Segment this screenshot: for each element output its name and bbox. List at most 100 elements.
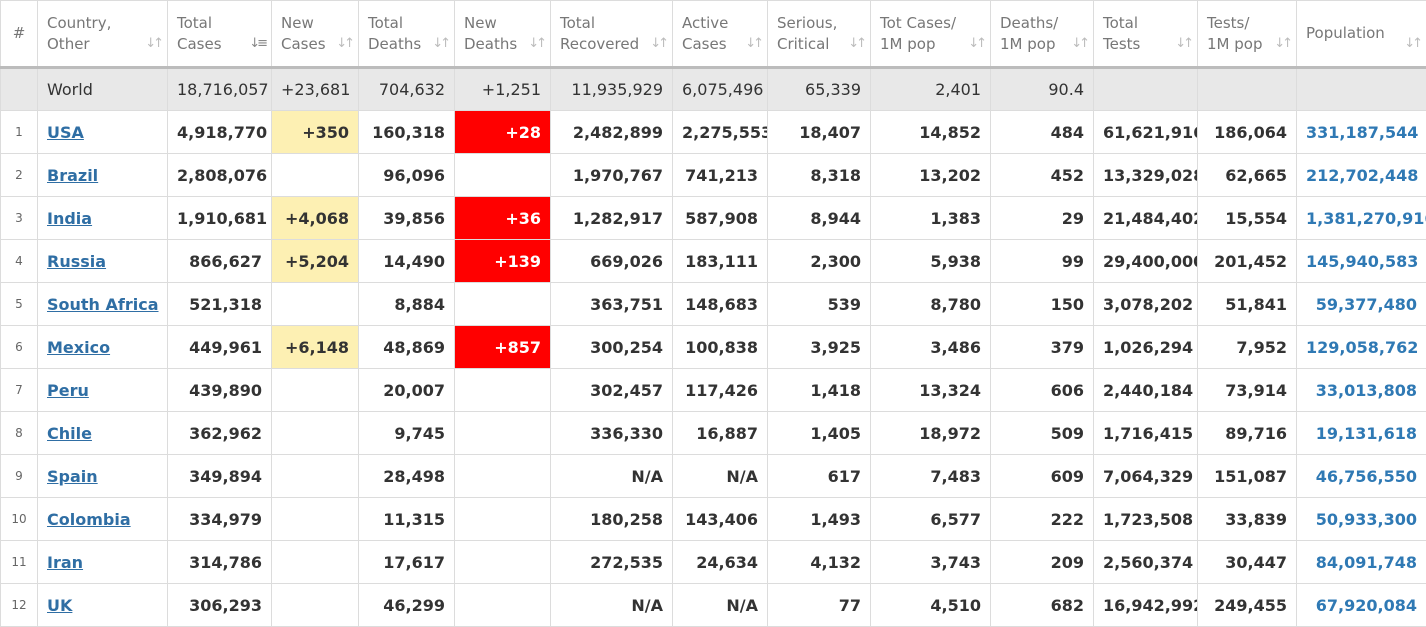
serious-critical-cell: 8,944 (768, 197, 871, 240)
country-link[interactable]: Mexico (47, 338, 110, 357)
country-link[interactable]: USA (47, 123, 84, 142)
active-cases-cell: N/A (673, 584, 768, 627)
country-link[interactable]: Spain (47, 467, 98, 486)
sort-arrows-icon[interactable]: ↓↑ (1274, 36, 1290, 52)
total-recovered-cell: 669,026 (551, 240, 673, 283)
cases-per-1m-cell: 4,510 (871, 584, 991, 627)
total-deaths-cell: 11,315 (359, 498, 455, 541)
total-cases-cell: 334,979 (168, 498, 272, 541)
deaths-per-1m-cell: 222 (991, 498, 1094, 541)
country-link[interactable]: Iran (47, 553, 83, 572)
new-deaths-cell (455, 412, 551, 455)
total-deaths-cell: 48,869 (359, 326, 455, 369)
population-cell: 59,377,480 (1297, 283, 1426, 326)
total-recovered-cell: 272,535 (551, 541, 673, 584)
deaths-per-1m-header[interactable]: Deaths/1M pop↓↑ (991, 1, 1094, 68)
active-cases-cell: 143,406 (673, 498, 768, 541)
sort-arrows-icon[interactable]: ↓↑ (968, 36, 984, 52)
sort-arrows-icon[interactable]: ↓↑ (1175, 36, 1191, 52)
total-cases-cell: 1,910,681 (168, 197, 272, 240)
sort-arrows-icon[interactable]: ↓↑ (745, 36, 761, 52)
country-link[interactable]: India (47, 209, 92, 228)
country-header[interactable]: Country,Other↓↑ (38, 1, 168, 68)
total-tests-cell: 61,621,916 (1094, 111, 1198, 154)
total-recovered-cell: 336,330 (551, 412, 673, 455)
population-cell: 1,381,270,916 (1297, 197, 1426, 240)
total-cases-cell: 521,318 (168, 283, 272, 326)
serious-critical-cell: 617 (768, 455, 871, 498)
tests-per-1m-cell: 7,952 (1198, 326, 1297, 369)
total-deaths-cell: 160,318 (359, 111, 455, 154)
new-deaths-cell (455, 584, 551, 627)
sort-arrows-icon[interactable]: ↓↑ (650, 36, 666, 52)
country-link[interactable]: UK (47, 596, 72, 615)
serious-critical-header[interactable]: Serious,Critical↓↑ (768, 1, 871, 68)
total-recovered-cell: 1,282,917 (551, 197, 673, 240)
country-cell: Colombia (38, 498, 168, 541)
active-cases-cell: 16,887 (673, 412, 768, 455)
new-cases-cell: +350 (272, 111, 359, 154)
sort-arrows-icon[interactable]: ↓↑ (528, 36, 544, 52)
new-deaths-cell (455, 498, 551, 541)
sort-arrows-icon[interactable]: ↓↑ (1404, 36, 1420, 52)
population-cell: 19,131,618 (1297, 412, 1426, 455)
country-cell: Iran (38, 541, 168, 584)
active-cases-cell: 117,426 (673, 369, 768, 412)
country-link[interactable]: Colombia (47, 510, 131, 529)
tests-per-1m-header[interactable]: Tests/1M pop↓↑ (1198, 1, 1297, 68)
population-cell: 50,933,300 (1297, 498, 1426, 541)
total-tests-cell: 2,560,374 (1094, 541, 1198, 584)
country-link[interactable]: Peru (47, 381, 89, 400)
deaths-per-1m-cell: 484 (991, 111, 1094, 154)
new-deaths-cell: +857 (455, 326, 551, 369)
rank-cell: 2 (1, 154, 38, 197)
active-cases-cell: 2,275,553 (673, 111, 768, 154)
rank-cell: 4 (1, 240, 38, 283)
sort-arrows-icon[interactable]: ↓↑ (336, 36, 352, 52)
active-cases-cell: 183,111 (673, 240, 768, 283)
tests-per-1m-cell: 62,665 (1198, 154, 1297, 197)
sort-arrows-icon[interactable]: ↓↑ (848, 36, 864, 52)
sort-arrows-icon[interactable]: ↓↑ (1071, 36, 1087, 52)
total-deaths-cell: 17,617 (359, 541, 455, 584)
country-cell: Mexico (38, 326, 168, 369)
total-tests-cell: 3,078,202 (1094, 283, 1198, 326)
country-link[interactable]: Chile (47, 424, 92, 443)
total-recovered-cell: N/A (551, 455, 673, 498)
deaths-per-1m-cell: 379 (991, 326, 1094, 369)
new-cases-cell (272, 498, 359, 541)
total-recovered-cell: 2,482,899 (551, 111, 673, 154)
cases-per-1m-header[interactable]: Tot Cases/1M pop↓↑ (871, 1, 991, 68)
population-header[interactable]: Population↓↑ (1297, 1, 1426, 68)
sort-arrows-icon[interactable]: ↓↑ (145, 36, 161, 52)
country-link[interactable]: Brazil (47, 166, 98, 185)
population-cell: 46,756,550 (1297, 455, 1426, 498)
country-link[interactable]: Russia (47, 252, 106, 271)
total-deaths-cell: 704,632 (359, 68, 455, 111)
total-recovered-cell: 180,258 (551, 498, 673, 541)
total-cases-cell: 18,716,057 (168, 68, 272, 111)
active-cases-cell: 6,075,496 (673, 68, 768, 111)
cases-per-1m-cell: 6,577 (871, 498, 991, 541)
total-deaths-cell: 39,856 (359, 197, 455, 240)
new-deaths-cell (455, 541, 551, 584)
sort-descending-icon[interactable]: ↓≡ (249, 36, 265, 52)
total-tests-cell: 1,026,294 (1094, 326, 1198, 369)
header-label: # (1, 23, 37, 44)
sort-arrows-icon[interactable]: ↓↑ (432, 36, 448, 52)
new-cases-cell (272, 455, 359, 498)
country-link[interactable]: South Africa (47, 295, 159, 314)
